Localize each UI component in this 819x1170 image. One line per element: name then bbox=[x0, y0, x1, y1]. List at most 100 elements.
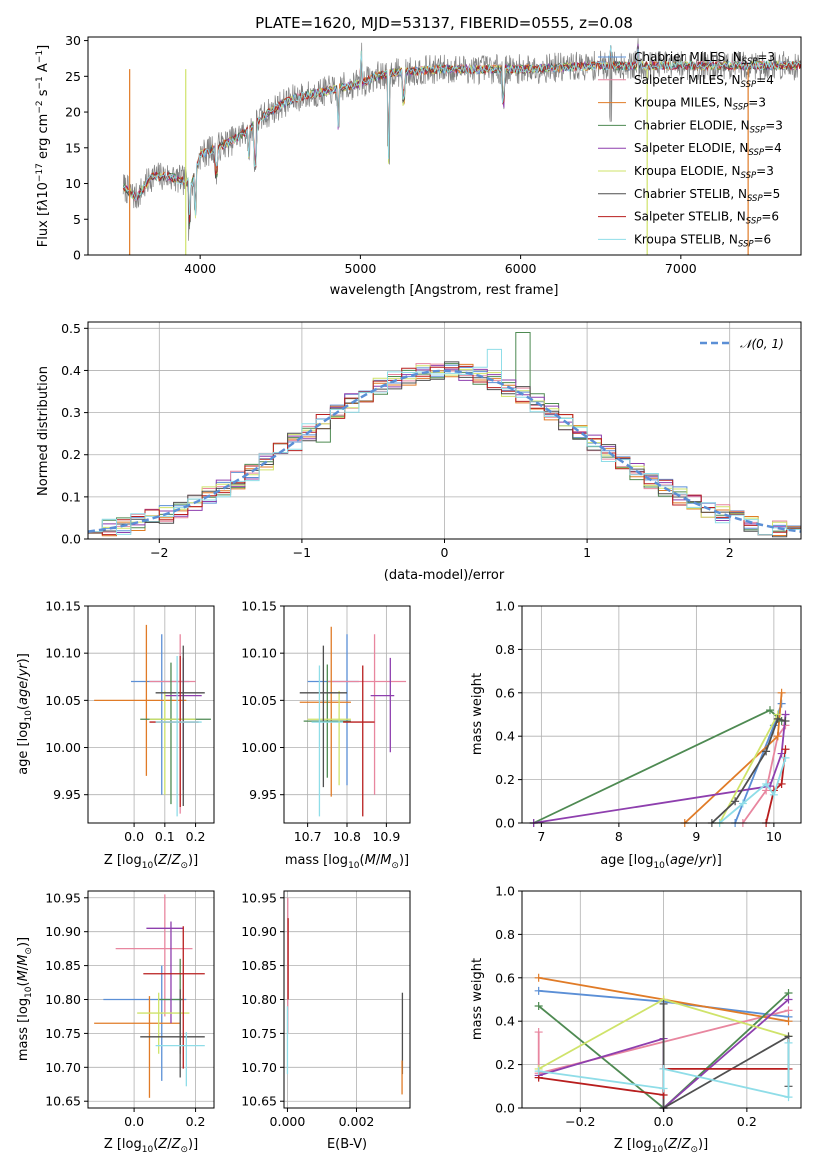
legend-label: Salpeter STELIB, NSSP=6 bbox=[634, 210, 779, 227]
y-tick-label: 10.75 bbox=[45, 1026, 81, 1041]
weight-point-marker bbox=[534, 1002, 543, 1011]
weight-series-salpeter-miles bbox=[742, 724, 787, 824]
spectrum-frame bbox=[87, 36, 802, 256]
x-tick-label: 7000 bbox=[665, 261, 697, 276]
x-tick-label: 10 bbox=[766, 829, 782, 844]
y-tick-label: 1.0 bbox=[495, 599, 515, 614]
y-tick-label: 10.75 bbox=[241, 1026, 277, 1041]
y-tick-label: 10.00 bbox=[45, 740, 81, 755]
legend-label: Kroupa STELIB, NSSP=6 bbox=[634, 232, 771, 249]
x-tick-label: −1 bbox=[293, 545, 311, 560]
y-tick-label: 0.4 bbox=[495, 729, 515, 744]
x-tick-label: 0.2 bbox=[186, 829, 206, 844]
weight-point-marker bbox=[766, 706, 774, 715]
y-tick-label: 0.0 bbox=[61, 532, 81, 547]
y-tick-label: 10 bbox=[65, 176, 81, 191]
legend-label: Chabrier STELIB, NSSP=5 bbox=[634, 187, 780, 204]
legend-label: Chabrier MILES, NSSP=3 bbox=[634, 50, 775, 67]
weight-point-marker bbox=[784, 1017, 793, 1026]
age-z-xlabel: Z [log10(Z/Z⊙)] bbox=[104, 853, 198, 871]
y-tick-label: 30 bbox=[65, 33, 81, 48]
y-tick-label: 20 bbox=[65, 105, 81, 120]
y-tick-label: 10.05 bbox=[241, 693, 277, 708]
y-tick-label: 10.90 bbox=[45, 924, 81, 939]
y-tick-label: 0.2 bbox=[495, 1057, 515, 1072]
y-tick-label: 0.5 bbox=[61, 321, 81, 336]
x-tick-label: 0.0 bbox=[124, 829, 144, 844]
weight-point-marker bbox=[659, 1064, 668, 1073]
y-tick-label: 10.00 bbox=[241, 740, 277, 755]
errorbar-group bbox=[286, 897, 404, 1095]
age-vs-metallicity-panel: 0.0 0.1 0.2 9.95 10.00 10.05 10.10 10.15 Z [log… bbox=[16, 599, 215, 871]
x-tick-label: 7 bbox=[537, 829, 545, 844]
legend-label: Kroupa MILES, NSSP=3 bbox=[634, 96, 766, 113]
y-tick-label: 0.4 bbox=[61, 363, 81, 378]
mass-weight-vs-age-panel: 7 8 9 10 0.0 0.2 0.4 0.6 0.8 1.0 age [log10(age/y… bbox=[470, 599, 802, 871]
age-mass-xlabel: mass [log10(M/M⊙)] bbox=[285, 853, 409, 871]
x-tick-label: 9 bbox=[692, 829, 700, 844]
y-tick-label: 9.95 bbox=[249, 787, 277, 802]
x-tick-label: 0 bbox=[441, 545, 449, 560]
spectrum-xlabel: wavelength [Angstrom, rest frame] bbox=[330, 283, 559, 298]
y-tick-label: 9.95 bbox=[53, 787, 81, 802]
y-tick-label: 0.0 bbox=[495, 1101, 515, 1116]
normal-curve-line bbox=[87, 369, 802, 533]
weight-point-marker bbox=[534, 1028, 543, 1037]
y-tick-label: 10.85 bbox=[45, 958, 81, 973]
x-tick-label: 0.2 bbox=[186, 1114, 206, 1129]
y-tick-label: 10.80 bbox=[241, 992, 277, 1007]
weight-point-marker bbox=[781, 717, 790, 726]
weight-series-kroupa-elodie bbox=[718, 714, 779, 824]
weight-point-marker bbox=[762, 779, 771, 788]
spectrum-ylabel: Flux [fλ10−17 erg cm−2 s−1 A−1] bbox=[35, 45, 51, 247]
x-tick-label: 10.9 bbox=[372, 829, 400, 844]
weight-point-marker bbox=[773, 714, 782, 723]
y-tick-label: 0.6 bbox=[495, 685, 515, 700]
weight-age-xlabel: age [log10(age/yr)] bbox=[600, 853, 722, 871]
y-tick-label: 10.90 bbox=[241, 924, 277, 939]
model-spectrum-kroupa-stelib bbox=[122, 44, 802, 216]
legend-label: Chabrier ELODIE, NSSP=3 bbox=[634, 118, 783, 135]
x-tick-label: −0.2 bbox=[565, 1114, 595, 1129]
weight-point-marker bbox=[784, 1093, 793, 1102]
y-tick-label: 0.2 bbox=[61, 447, 81, 462]
weight-z-xlabel: Z [log10(Z/Z⊙)] bbox=[614, 1137, 708, 1155]
y-tick-label: 0.8 bbox=[495, 927, 515, 942]
weight-point-marker bbox=[773, 732, 782, 741]
x-tick-label: 0.1 bbox=[155, 829, 175, 844]
y-tick-label: 10.05 bbox=[45, 693, 81, 708]
legend-normal-label: 𝒩(0, 1) bbox=[740, 337, 784, 351]
y-tick-label: 10.95 bbox=[45, 890, 81, 905]
x-tick-label: 5000 bbox=[344, 261, 376, 276]
legend-label: Salpeter ELODIE, NSSP=4 bbox=[634, 141, 782, 158]
errorbar-group bbox=[94, 894, 205, 1098]
weight-point-marker bbox=[781, 753, 790, 762]
weight-point-marker bbox=[784, 1006, 793, 1015]
y-tick-label: 0.0 bbox=[495, 816, 515, 831]
spectrum-panel: 40005000600070008000051015202530 wavelen… bbox=[35, 33, 802, 298]
weight-point-marker bbox=[731, 797, 740, 806]
y-tick-label: 10.15 bbox=[241, 599, 277, 614]
x-tick-label: 0.0 bbox=[124, 1114, 144, 1129]
y-tick-label: 10.65 bbox=[241, 1094, 277, 1109]
age-z-frame bbox=[87, 605, 215, 824]
mass-vs-metallicity-panel: 0.0 0.2 10.65 10.70 10.75 10.80 10.85 10.90 10.9… bbox=[16, 890, 215, 1155]
legend-label: Kroupa ELODIE, NSSP=3 bbox=[634, 164, 774, 181]
mass-z-ylabel: mass [log10(M/M⊙)] bbox=[16, 937, 34, 1061]
histogram-xlabel: (data-model)/error bbox=[384, 568, 505, 583]
y-tick-label: 10.10 bbox=[241, 646, 277, 661]
y-tick-label: 15 bbox=[65, 140, 81, 155]
weight-point-marker bbox=[659, 999, 668, 1008]
x-tick-label: 10.8 bbox=[333, 829, 361, 844]
weight-point-marker bbox=[534, 1067, 543, 1076]
weight-point-marker bbox=[781, 745, 790, 754]
weight-point-marker bbox=[769, 790, 778, 799]
x-tick-label: 1 bbox=[583, 545, 591, 560]
y-tick-label: 10.65 bbox=[45, 1094, 81, 1109]
legend-label: Salpeter MILES, NSSP=4 bbox=[634, 73, 774, 90]
mass-ebv-xlabel: E(B-V) bbox=[327, 1137, 367, 1152]
errorbar-group bbox=[299, 626, 407, 817]
weight-point-marker bbox=[534, 986, 543, 995]
weight-point-marker bbox=[762, 747, 771, 756]
